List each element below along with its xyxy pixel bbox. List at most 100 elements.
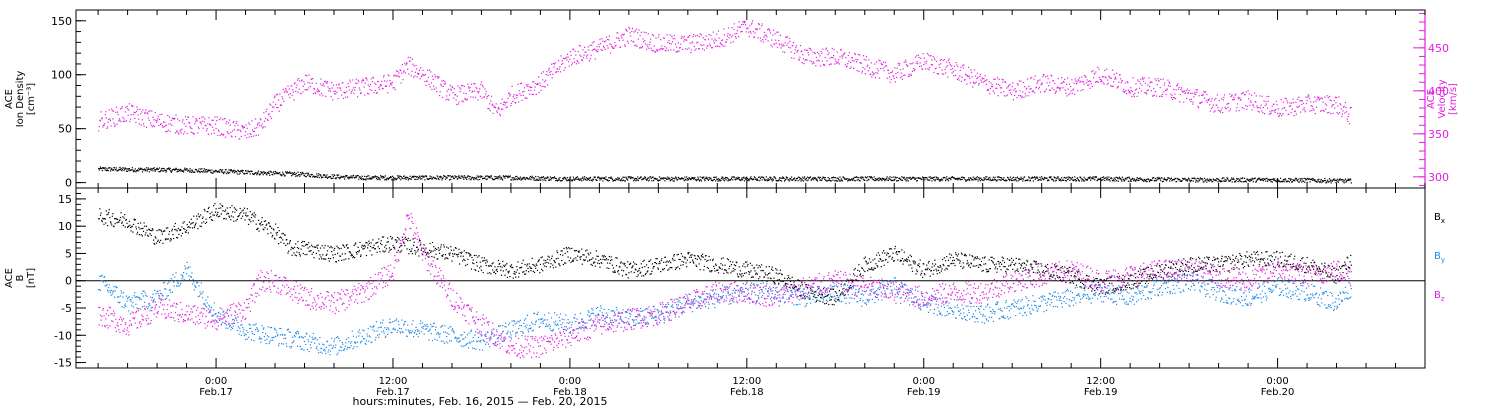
data-point bbox=[1271, 105, 1273, 107]
data-point bbox=[190, 223, 192, 225]
data-point bbox=[249, 171, 251, 173]
data-point bbox=[588, 49, 590, 51]
data-point bbox=[519, 82, 521, 85]
data-point bbox=[600, 43, 602, 45]
data-point bbox=[1118, 81, 1120, 83]
data-point bbox=[1308, 95, 1310, 97]
data-point bbox=[1261, 179, 1263, 181]
data-point bbox=[1216, 94, 1218, 96]
data-point bbox=[1218, 179, 1220, 181]
data-point bbox=[1198, 178, 1200, 180]
data-point bbox=[176, 130, 178, 132]
data-point bbox=[528, 86, 530, 88]
data-point bbox=[712, 179, 714, 181]
data-point bbox=[1297, 98, 1299, 100]
data-point bbox=[227, 132, 229, 134]
data-point bbox=[980, 79, 982, 81]
data-point bbox=[354, 243, 356, 245]
data-point bbox=[876, 61, 878, 63]
data-point bbox=[397, 175, 399, 177]
data-point bbox=[574, 179, 576, 181]
data-point bbox=[729, 34, 731, 36]
data-point bbox=[435, 87, 437, 89]
data-point bbox=[786, 36, 789, 38]
data-point bbox=[217, 134, 219, 137]
data-point bbox=[885, 179, 887, 181]
data-point bbox=[161, 231, 163, 233]
data-point bbox=[463, 92, 465, 94]
data-point bbox=[1290, 179, 1292, 181]
data-point bbox=[261, 217, 263, 219]
data-point bbox=[1149, 85, 1151, 88]
data-point bbox=[850, 66, 852, 68]
data-point bbox=[424, 251, 426, 253]
data-point bbox=[180, 168, 182, 170]
data-point bbox=[281, 233, 283, 235]
data-point bbox=[364, 246, 366, 248]
data-point bbox=[651, 34, 654, 36]
data-point bbox=[781, 180, 783, 182]
data-point bbox=[1055, 90, 1057, 92]
data-point bbox=[982, 81, 984, 83]
data-point bbox=[104, 218, 106, 220]
data-point bbox=[523, 177, 526, 179]
data-point bbox=[1202, 181, 1204, 183]
data-point bbox=[219, 134, 221, 136]
data-point bbox=[338, 174, 340, 176]
data-point bbox=[108, 118, 110, 121]
data-point bbox=[581, 177, 583, 179]
data-point bbox=[170, 170, 172, 172]
data-point bbox=[986, 89, 988, 91]
data-point bbox=[329, 176, 332, 178]
data-point bbox=[557, 71, 559, 73]
data-point bbox=[831, 177, 833, 179]
data-point bbox=[1154, 91, 1157, 93]
data-point bbox=[237, 129, 240, 131]
data-point bbox=[280, 174, 282, 176]
data-point bbox=[115, 106, 117, 108]
data-point bbox=[157, 239, 159, 241]
data-point bbox=[339, 255, 342, 257]
data-point bbox=[695, 48, 697, 50]
data-point bbox=[429, 175, 431, 177]
data-point bbox=[430, 176, 432, 178]
data-point bbox=[293, 252, 295, 254]
data-point bbox=[946, 65, 948, 67]
data-point bbox=[658, 176, 661, 178]
data-point bbox=[460, 85, 462, 87]
data-point bbox=[566, 59, 568, 61]
data-point bbox=[1039, 79, 1041, 81]
data-point bbox=[522, 177, 524, 179]
data-point bbox=[131, 167, 133, 169]
data-point bbox=[700, 34, 702, 36]
data-point bbox=[219, 119, 221, 121]
data-point bbox=[271, 236, 273, 238]
data-point bbox=[727, 178, 730, 180]
data-point bbox=[247, 223, 250, 225]
data-point bbox=[260, 171, 262, 173]
data-point bbox=[1294, 110, 1296, 112]
data-point bbox=[1274, 178, 1276, 180]
data-point bbox=[297, 91, 299, 93]
data-point bbox=[412, 175, 414, 177]
data-point bbox=[1216, 178, 1218, 180]
data-point bbox=[329, 246, 331, 249]
data-point bbox=[357, 246, 359, 248]
data-point bbox=[1153, 177, 1155, 179]
data-point bbox=[273, 97, 276, 99]
data-point bbox=[459, 263, 461, 265]
data-point bbox=[638, 47, 641, 49]
data-point bbox=[135, 110, 138, 113]
data-point bbox=[346, 91, 348, 93]
data-point bbox=[410, 178, 412, 180]
data-point bbox=[457, 103, 459, 105]
data-point bbox=[1256, 179, 1258, 181]
data-point bbox=[634, 30, 636, 32]
data-point bbox=[210, 171, 212, 173]
data-point bbox=[1134, 92, 1136, 94]
data-point bbox=[374, 176, 376, 178]
data-point bbox=[926, 52, 928, 55]
data-point bbox=[653, 45, 655, 47]
data-point bbox=[259, 173, 261, 175]
data-point bbox=[329, 258, 332, 260]
